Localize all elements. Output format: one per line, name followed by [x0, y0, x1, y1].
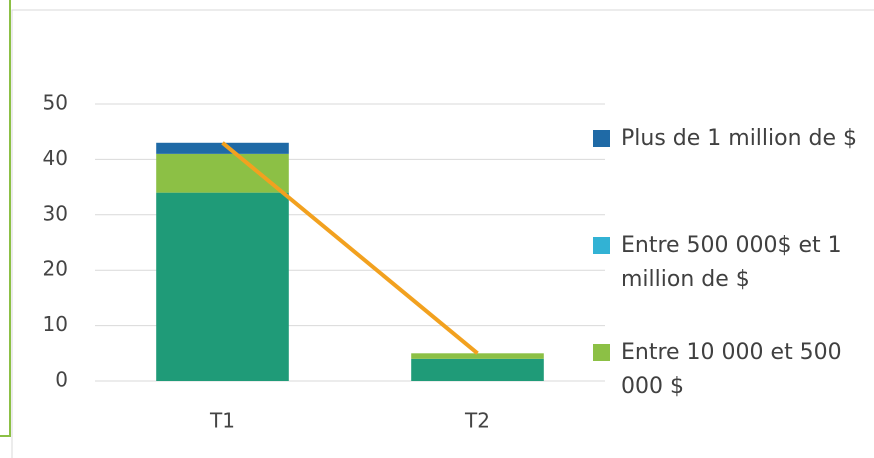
bar-segment	[156, 153, 289, 193]
legend-item: Plus de 1 million de $	[593, 122, 871, 156]
x-tick-label: T2	[464, 409, 490, 433]
bar-segment	[156, 192, 289, 381]
legend-label: Entre 10 000 et 500 000 $	[621, 340, 842, 399]
legend-label: Entre 500 000$ et 1 million de $	[621, 233, 842, 292]
y-tick-label: 0	[55, 368, 68, 392]
bar-segment	[156, 142, 289, 154]
y-tick-label: 10	[43, 312, 68, 336]
frame-border	[0, 0, 11, 437]
y-tick-label: 30	[43, 201, 68, 225]
y-tick-label: 50	[43, 91, 68, 115]
legend-swatch	[593, 237, 610, 254]
legend-item: Entre 10 000 et 500 000 $	[593, 336, 871, 404]
x-tick-label: T1	[209, 409, 235, 433]
line	[221, 141, 479, 355]
bar-segment	[411, 358, 544, 381]
legend-label: Plus de 1 million de $	[621, 126, 858, 151]
y-tick-label: 20	[43, 257, 68, 281]
legend-item: Entre 500 000$ et 1 million de $	[593, 229, 871, 297]
bar-segment	[411, 353, 544, 359]
chart-border	[11, 9, 874, 458]
legend-swatch	[593, 344, 610, 361]
legend-swatch	[593, 130, 610, 147]
y-tick-label: 40	[43, 146, 68, 170]
